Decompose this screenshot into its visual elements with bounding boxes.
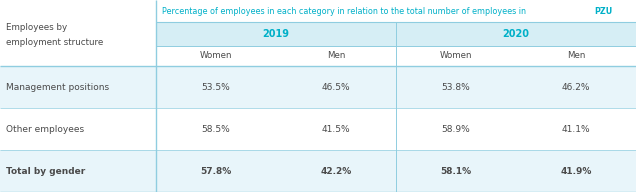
Bar	[0, 66, 636, 108]
Text: 46.5%: 46.5%	[322, 83, 350, 92]
Text: 41.1%: 41.1%	[562, 124, 590, 133]
Text: Percentage of employees in each category in relation to the total number of empl: Percentage of employees in each category…	[162, 7, 529, 16]
Text: Men: Men	[327, 51, 345, 60]
Text: employment structure: employment structure	[6, 38, 104, 47]
Text: 53.8%: 53.8%	[441, 83, 470, 92]
Text: 2020: 2020	[502, 29, 529, 39]
Bar	[0, 108, 636, 150]
Text: 46.2%: 46.2%	[562, 83, 590, 92]
Bar	[156, 22, 636, 46]
Text: 58.1%: 58.1%	[440, 166, 471, 175]
Text: Men: Men	[567, 51, 585, 60]
Text: 57.8%: 57.8%	[200, 166, 232, 175]
Text: Women: Women	[200, 51, 232, 60]
Text: Women: Women	[439, 51, 472, 60]
Bar	[0, 0, 636, 22]
Text: 41.9%: 41.9%	[560, 166, 591, 175]
Text: 58.9%: 58.9%	[441, 124, 470, 133]
Text: Other employees: Other employees	[6, 124, 85, 133]
Bar	[0, 150, 636, 192]
Text: Employees by: Employees by	[6, 23, 67, 32]
Text: PZU: PZU	[595, 7, 613, 16]
Text: 53.5%: 53.5%	[202, 83, 230, 92]
Text: Total by gender: Total by gender	[6, 166, 86, 175]
Text: Management positions: Management positions	[6, 83, 109, 92]
Bar	[0, 46, 636, 66]
Text: 41.5%: 41.5%	[322, 124, 350, 133]
Text: 42.2%: 42.2%	[321, 166, 352, 175]
Text: 58.5%: 58.5%	[202, 124, 230, 133]
Text: 2019: 2019	[263, 29, 289, 39]
Bar	[0, 22, 156, 46]
